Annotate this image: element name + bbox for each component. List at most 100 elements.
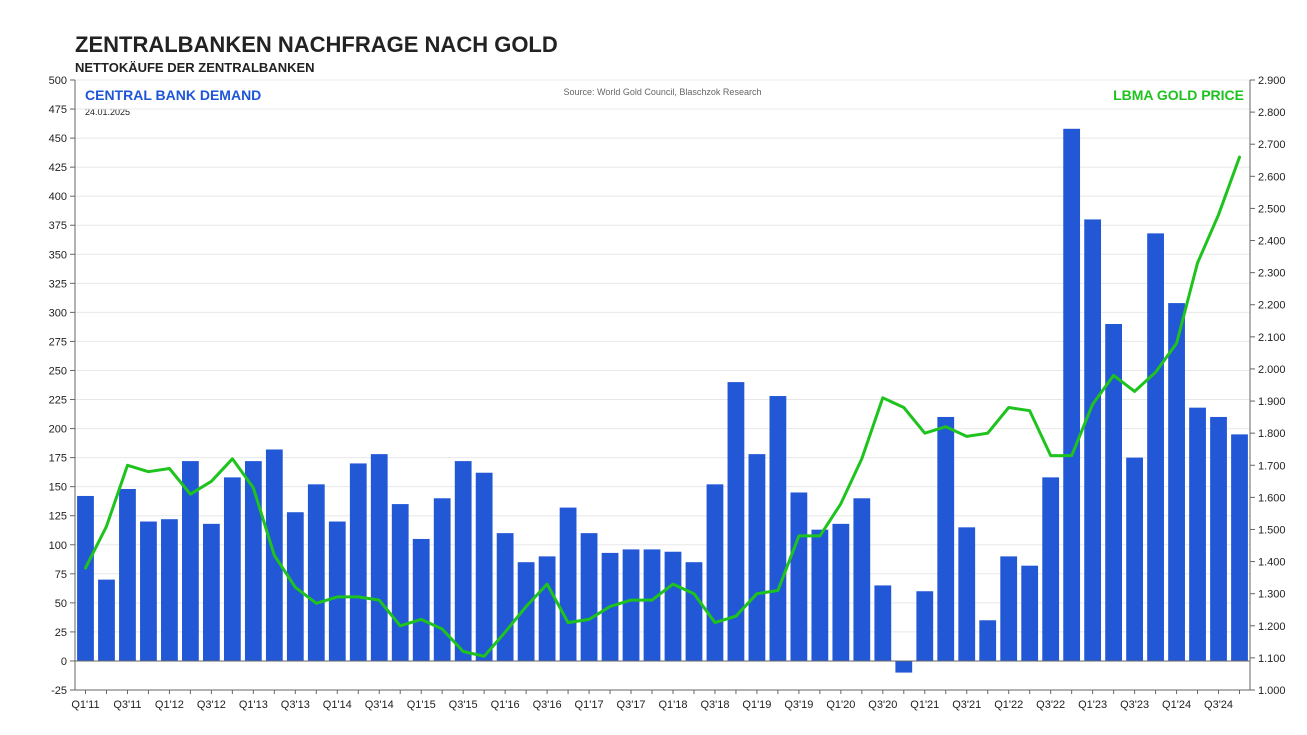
bar: [455, 461, 472, 661]
y-left-tick-label: -25: [51, 685, 67, 697]
y-left-tick-label: 150: [49, 482, 67, 494]
bar: [119, 489, 136, 661]
x-tick-label: Q1'24: [1162, 699, 1191, 711]
bar: [1021, 566, 1038, 661]
y-left-tick-label: 300: [49, 307, 67, 319]
y-left-tick-label: 0: [61, 656, 67, 668]
bar: [203, 524, 220, 661]
x-tick-label: Q1'14: [323, 699, 352, 711]
x-tick-label: Q1'12: [155, 699, 184, 711]
y-left-tick-label: 225: [49, 395, 67, 407]
bar: [371, 454, 388, 661]
bar: [1042, 477, 1059, 661]
y-left-tick-label: 175: [49, 453, 67, 465]
y-right-tick-label: 2.100: [1258, 332, 1286, 344]
bar: [1000, 556, 1017, 661]
chart-title: ZENTRALBANKEN NACHFRAGE NACH GOLD: [75, 32, 558, 57]
x-tick-label: Q3'21: [952, 699, 981, 711]
y-left-tick-label: 400: [49, 191, 67, 203]
y-right-tick-label: 2.900: [1258, 75, 1286, 87]
y-left-tick-label: 25: [55, 627, 67, 639]
source-label: Source: World Gold Council, Blaschzok Re…: [564, 87, 762, 97]
bar: [832, 524, 849, 661]
y-left-tick-label: 450: [49, 133, 67, 145]
bar: [161, 519, 178, 661]
y-right-tick-label: 2.700: [1258, 139, 1286, 151]
bar: [874, 585, 891, 661]
bar: [644, 549, 661, 661]
bar: [392, 504, 409, 661]
y-right-tick-label: 1.100: [1258, 653, 1286, 665]
bar: [770, 396, 787, 661]
bar: [1231, 434, 1248, 661]
x-tick-label: Q3'23: [1120, 699, 1149, 711]
y-right-tick-label: 2.300: [1258, 268, 1286, 280]
bar: [1210, 417, 1227, 661]
y-right-tick-label: 2.600: [1258, 171, 1286, 183]
x-tick-label: Q3'17: [617, 699, 646, 711]
y-left-tick-label: 75: [55, 569, 67, 581]
y-right-tick-label: 2.200: [1258, 300, 1286, 312]
x-tick-label: Q3'22: [1036, 699, 1065, 711]
bar: [937, 417, 954, 661]
x-tick-label: Q3'15: [449, 699, 478, 711]
bar: [1063, 129, 1080, 661]
bar: [853, 498, 870, 661]
x-tick-label: Q3'19: [784, 699, 813, 711]
bar: [686, 562, 703, 661]
left-series-label: CENTRAL BANK DEMAND: [85, 87, 261, 103]
bar: [329, 522, 346, 661]
y-right-tick-label: 1.000: [1258, 685, 1286, 697]
bar: [1168, 303, 1185, 661]
bar: [1126, 458, 1143, 661]
x-tick-label: Q1'19: [742, 699, 771, 711]
bar: [140, 522, 157, 661]
y-left-tick-label: 500: [49, 75, 67, 87]
y-left-tick-label: 475: [49, 104, 67, 116]
x-tick-label: Q3'16: [533, 699, 562, 711]
bar: [790, 492, 807, 660]
y-right-tick-label: 2.500: [1258, 203, 1286, 215]
bar: [623, 549, 640, 661]
x-tick-label: Q3'24: [1204, 699, 1233, 711]
bar: [749, 454, 766, 661]
bar: [497, 533, 514, 661]
y-left-tick-label: 350: [49, 249, 67, 261]
x-tick-label: Q1'18: [658, 699, 687, 711]
y-right-tick-label: 1.600: [1258, 492, 1286, 504]
bar: [895, 661, 912, 673]
bar: [707, 484, 724, 661]
y-right-tick-label: 1.800: [1258, 428, 1286, 440]
y-left-tick-label: 375: [49, 220, 67, 232]
bar: [1084, 219, 1101, 661]
y-right-tick-label: 1.700: [1258, 460, 1286, 472]
bar: [224, 477, 241, 661]
x-tick-label: Q3'11: [113, 699, 141, 711]
x-tick-label: Q1'21: [910, 699, 939, 711]
bar: [916, 591, 933, 661]
bar: [958, 527, 975, 661]
bar: [77, 496, 94, 661]
chart-subtitle: NETTOKÄUFE DER ZENTRALBANKEN: [75, 60, 315, 75]
y-left-tick-label: 100: [49, 540, 67, 552]
x-tick-label: Q1'17: [575, 699, 604, 711]
y-left-tick-label: 200: [49, 424, 67, 436]
x-tick-label: Q3'14: [365, 699, 394, 711]
bar: [560, 508, 577, 661]
bar: [350, 463, 367, 661]
bar: [413, 539, 430, 661]
x-tick-label: Q3'18: [700, 699, 729, 711]
y-right-tick-label: 1.500: [1258, 524, 1286, 536]
right-series-label: LBMA GOLD PRICE: [1113, 87, 1244, 103]
bar: [979, 620, 996, 661]
x-tick-label: Q3'12: [197, 699, 226, 711]
x-tick-label: Q1'15: [407, 699, 436, 711]
y-right-tick-label: 1.300: [1258, 589, 1286, 601]
bar: [811, 530, 828, 661]
y-right-tick-label: 2.800: [1258, 107, 1286, 119]
y-left-tick-label: 275: [49, 336, 67, 348]
as-of-date: 24.01.2025: [85, 107, 130, 117]
y-right-tick-label: 1.200: [1258, 621, 1286, 633]
bar: [665, 552, 682, 661]
bar: [581, 533, 598, 661]
